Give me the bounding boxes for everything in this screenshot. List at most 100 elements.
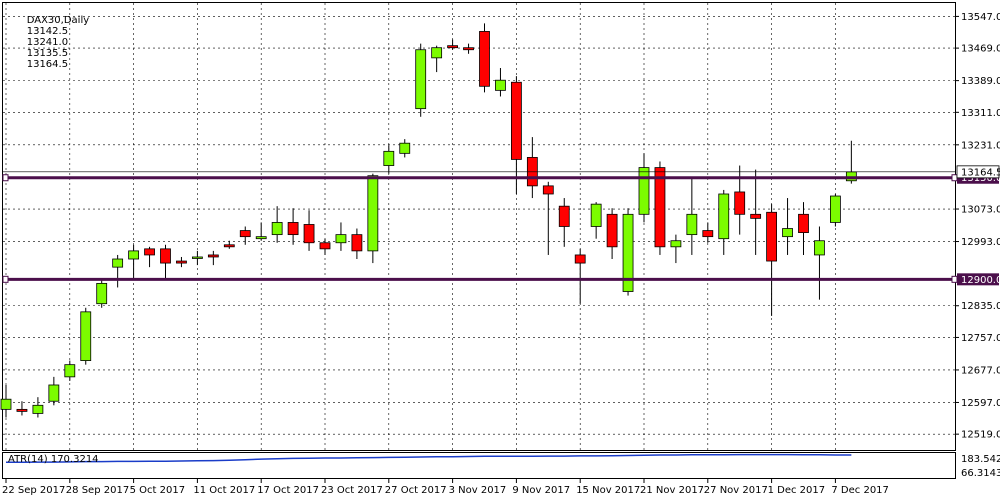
x-tick-label: 22 Sep 2017 (2, 485, 65, 496)
chart-high: 13241.0 (26, 37, 69, 48)
candle-body (48, 384, 60, 402)
candle-body (128, 250, 140, 260)
candle-body (303, 224, 315, 244)
x-tick-label: 28 Sep 2017 (66, 485, 129, 496)
y-tick-label: 13547.0 (961, 12, 1000, 23)
candle-body (431, 47, 443, 59)
candle-body (638, 167, 650, 215)
candle (399, 139, 411, 158)
candle (574, 248, 586, 304)
y-tick-label: 12519.0 (961, 430, 1000, 441)
candle-body (622, 213, 634, 292)
candle-body (750, 213, 762, 219)
candle-body (191, 256, 203, 259)
candle-body (590, 203, 602, 227)
line-price-label: 13150.0 (961, 173, 1000, 184)
candle-body (447, 45, 459, 49)
candle (495, 68, 506, 97)
line-handle-left (2, 275, 9, 283)
candle (191, 250, 203, 266)
line-handle-right (951, 275, 958, 283)
candle-body (383, 150, 395, 166)
x-tick-label: 15 Nov 2017 (576, 485, 640, 496)
price-pane-border (2, 2, 956, 451)
line-price-label: 12900.0 (961, 275, 1000, 286)
candle (479, 23, 490, 93)
candle-body (734, 191, 746, 215)
candle-body (160, 248, 171, 264)
candle (239, 226, 251, 245)
candle (128, 244, 140, 280)
candle (798, 202, 809, 255)
candle-body (415, 49, 427, 110)
x-tick-label: 1 Dec 2017 (768, 485, 826, 496)
x-tick-label: 17 Oct 2017 (257, 485, 319, 496)
candle-body (463, 47, 474, 51)
chart-close: 13164.5 (26, 59, 69, 70)
candle-body (830, 195, 841, 223)
line-price-tag (957, 273, 999, 286)
candle-body (766, 211, 777, 262)
candle (160, 244, 171, 280)
candle (558, 198, 570, 247)
candle (463, 43, 474, 54)
candle (766, 204, 777, 316)
candle-body (798, 213, 809, 233)
candle-body (239, 230, 251, 238)
candle (367, 173, 379, 264)
candle (287, 208, 299, 245)
x-axis: 22 Sep 2017 28 Sep 2017 5 Oct 2017 11 Oct 2… (2, 479, 889, 496)
candle (686, 177, 698, 255)
y-tick-label: 12677.0 (961, 365, 1000, 376)
candle (64, 360, 76, 381)
candle-body (686, 213, 698, 236)
candle-body (495, 79, 506, 91)
candle (335, 222, 347, 251)
x-tick-label: 7 Dec 2017 (831, 485, 889, 496)
candle (431, 45, 443, 73)
candle (638, 153, 650, 223)
candle-body (0, 398, 12, 410)
candle-body (144, 248, 155, 256)
candle-body (335, 234, 347, 244)
candle-body (351, 234, 363, 252)
candle (16, 401, 28, 416)
candle-body (80, 311, 92, 362)
candle-body (510, 81, 522, 160)
candle (271, 206, 283, 243)
atr-line (6, 453, 852, 464)
candle (447, 39, 459, 50)
grid-layer (3, 3, 955, 450)
candle-body (479, 31, 490, 87)
y-tick-label: 12597.0 (961, 398, 1000, 409)
candle (702, 222, 714, 243)
y-tick-label: 13073.0 (961, 205, 1000, 216)
chart-header: DAX30,Daily 13142.5 13241.0 13135.5 1316… (14, 4, 95, 81)
atr-indicator: 183.5429 66.3143 (6, 453, 1000, 479)
candle (223, 240, 235, 249)
atr-label: ATR(14) 170.3214 (8, 454, 99, 465)
candle (48, 376, 60, 406)
candle (814, 226, 825, 300)
candle-body (32, 404, 44, 414)
candle (606, 208, 618, 260)
candle-body (287, 222, 299, 236)
candle (542, 181, 554, 255)
line-handle-right (951, 174, 958, 182)
candle-body (399, 142, 411, 154)
candle-body (255, 236, 267, 240)
candle-body (64, 364, 76, 378)
candle-body (367, 175, 379, 252)
candle-body (176, 260, 187, 264)
x-tick-label: 3 Nov 2017 (449, 485, 507, 496)
candle-body (96, 282, 108, 305)
candle (654, 161, 666, 255)
horizontal-lines: 13150.0 12900.0 13164.5 (2, 165, 1000, 286)
candle (0, 384, 12, 418)
candle (590, 202, 602, 239)
candle (176, 256, 187, 268)
y-tick-label: 13311.0 (961, 108, 1000, 119)
candle (207, 250, 219, 266)
